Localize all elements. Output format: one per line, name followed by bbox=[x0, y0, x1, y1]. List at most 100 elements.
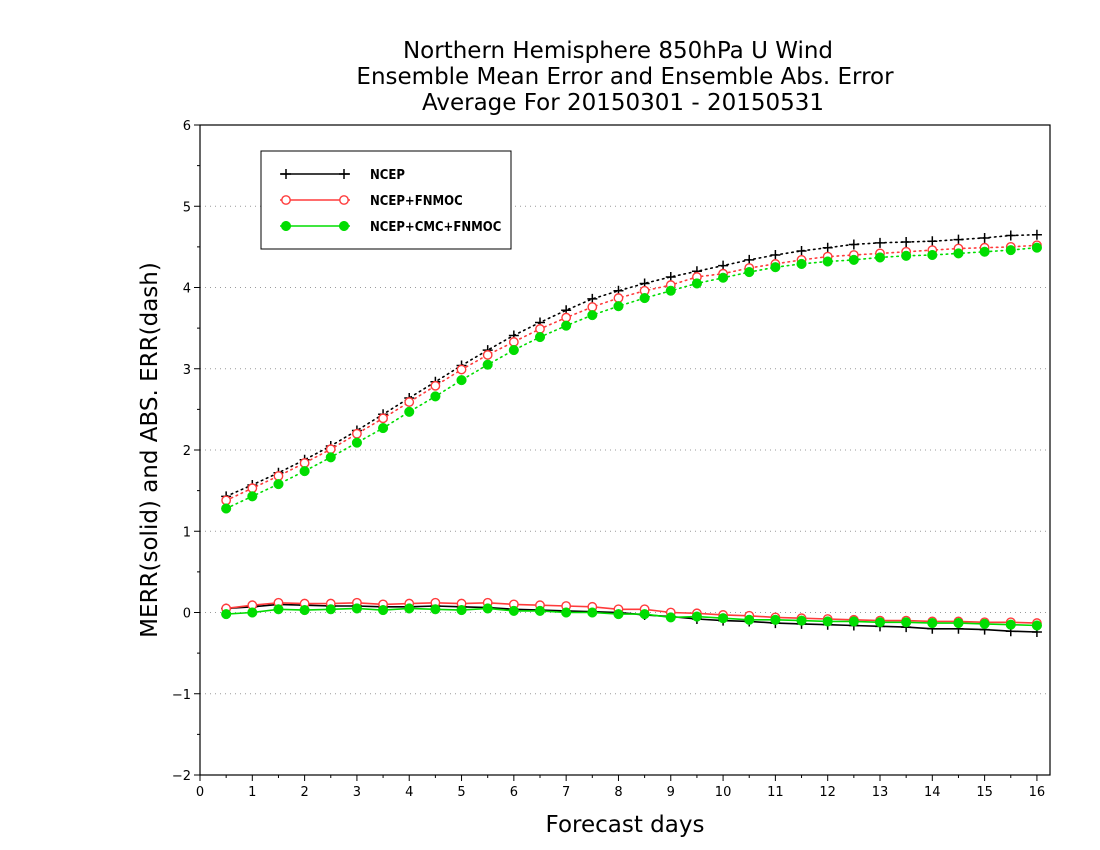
series-ncep-abs-err-point bbox=[822, 242, 833, 253]
chart-subtitle-2: Average For 20150301 - 20150531 bbox=[422, 90, 824, 116]
series-ncep-cmc-fnmoc-abs-err-point bbox=[901, 250, 912, 261]
legend-label-ncep: NCEP bbox=[370, 168, 405, 183]
series-ncep-cmc-fnmoc-mean-err-point bbox=[979, 618, 990, 629]
series-ncep-fnmoc-abs-err-point bbox=[378, 413, 388, 424]
series-ncep-abs-err-point bbox=[927, 236, 938, 247]
series-ncep-fnmoc-abs-err-point bbox=[508, 337, 519, 347]
x-tick-label: 4 bbox=[405, 785, 413, 800]
series-ncep-cmc-fnmoc-mean-err-point bbox=[665, 612, 676, 623]
y-tick-label: −2 bbox=[172, 769, 191, 784]
series-ncep-cmc-fnmoc-mean-err-point bbox=[247, 607, 258, 618]
x-tick-label: 8 bbox=[614, 785, 622, 800]
x-tick-label: 15 bbox=[976, 785, 993, 800]
series-ncep-fnmoc-abs-err-point bbox=[482, 350, 493, 360]
legend-label-ncep-cmc-fnmoc: NCEP+CMC+FNMOC bbox=[370, 220, 501, 235]
series-ncep-fnmoc-abs-err-point bbox=[273, 471, 284, 481]
series-ncep-fnmoc-abs-err-point bbox=[247, 483, 258, 494]
series-ncep-cmc-fnmoc-abs-err-point bbox=[639, 293, 650, 304]
series-ncep-cmc-fnmoc-abs-err-point bbox=[1005, 245, 1016, 256]
series-ncep-abs-err-point bbox=[875, 237, 885, 248]
x-tick-label: 9 bbox=[667, 785, 675, 800]
series-ncep-cmc-fnmoc-abs-err-point bbox=[927, 249, 938, 261]
series-ncep-fnmoc-abs-err-point bbox=[352, 428, 362, 439]
series-ncep-cmc-fnmoc-mean-err-point bbox=[874, 617, 886, 628]
series-ncep-cmc-fnmoc-mean-err-point bbox=[325, 604, 336, 615]
series-ncep-abs-err-point bbox=[1031, 229, 1042, 240]
series-ncep-cmc-fnmoc-abs-err-point bbox=[979, 246, 990, 257]
series-ncep-cmc-fnmoc-abs-err-point bbox=[665, 285, 676, 296]
series-ncep-fnmoc-abs-err-point bbox=[299, 458, 310, 468]
series-ncep-cmc-fnmoc-mean-err-point bbox=[927, 618, 938, 629]
series-ncep-fnmoc-abs-err-point bbox=[613, 293, 624, 303]
series-ncep-cmc-fnmoc-mean-err-point bbox=[691, 611, 702, 622]
series-ncep-cmc-fnmoc-mean-err-point bbox=[1031, 620, 1042, 631]
x-tick-label: 0 bbox=[196, 785, 204, 800]
y-tick-label: 0 bbox=[183, 607, 191, 622]
series-layer bbox=[221, 229, 1042, 637]
x-tick-label: 3 bbox=[353, 785, 361, 800]
series-ncep-cmc-fnmoc-abs-err-point bbox=[378, 423, 389, 434]
series-ncep-cmc-fnmoc-abs-err-point bbox=[273, 479, 284, 490]
series-ncep-cmc-fnmoc-mean-err-point bbox=[848, 616, 859, 627]
series-ncep-cmc-fnmoc-abs-err-point bbox=[561, 320, 572, 331]
x-tick-label: 14 bbox=[924, 785, 941, 800]
series-ncep-cmc-fnmoc-abs-err-point bbox=[744, 267, 755, 278]
legend-marker-ncep bbox=[339, 169, 349, 179]
series-ncep-fnmoc-abs-err-point bbox=[404, 397, 415, 407]
series-ncep-cmc-fnmoc-abs-err-point bbox=[482, 359, 493, 370]
series-ncep-cmc-fnmoc-abs-err-point bbox=[718, 272, 729, 283]
series-ncep-cmc-fnmoc-mean-err-point bbox=[901, 617, 912, 628]
series-ncep-cmc-fnmoc-abs-err-point bbox=[587, 310, 598, 321]
y-axis-label: MERR(solid) and ABS. ERR(dash) bbox=[137, 262, 163, 638]
series-ncep-fnmoc-abs-err-line bbox=[225, 244, 1038, 502]
series-ncep-cmc-fnmoc-abs-err-point bbox=[508, 345, 519, 356]
series-ncep-cmc-fnmoc-mean-err-point bbox=[430, 604, 441, 615]
series-ncep-cmc-fnmoc-mean-err-point bbox=[456, 605, 467, 616]
series-ncep-fnmoc-abs-err-point bbox=[430, 380, 441, 391]
series-ncep-fnmoc-abs-err-point bbox=[456, 364, 467, 375]
series-ncep-cmc-fnmoc-mean-err-point bbox=[1005, 619, 1016, 630]
y-tick-label: 1 bbox=[183, 525, 191, 540]
series-ncep-fnmoc-abs-err-point bbox=[561, 312, 572, 323]
series-ncep-fnmoc-abs-err-point bbox=[587, 302, 598, 312]
x-tick-label: 11 bbox=[767, 785, 784, 800]
series-ncep-cmc-fnmoc-mean-err-point bbox=[718, 613, 729, 624]
series-ncep-cmc-fnmoc-abs-err-point bbox=[874, 252, 886, 263]
y-tick-label: 6 bbox=[183, 119, 191, 134]
series-ncep-abs-err-point bbox=[1005, 230, 1016, 241]
series-ncep-abs-err-point bbox=[848, 239, 859, 250]
series-ncep-cmc-fnmoc-mean-err-point bbox=[273, 604, 284, 615]
series-ncep-abs-err-point bbox=[796, 245, 807, 256]
series-ncep-cmc-fnmoc-abs-err-point bbox=[351, 437, 362, 448]
series-ncep-cmc-fnmoc-abs-err-point bbox=[822, 256, 833, 267]
series-ncep-cmc-fnmoc-abs-err-point bbox=[534, 332, 546, 343]
y-tick-label: 4 bbox=[183, 282, 191, 297]
series-ncep-cmc-fnmoc-abs-err-point bbox=[1031, 242, 1042, 253]
legend-marker-ncep-cmc-fnmoc bbox=[338, 220, 350, 232]
series-ncep-cmc-fnmoc-mean-err-point bbox=[822, 616, 833, 627]
series-ncep-cmc-fnmoc-abs-err-point bbox=[247, 491, 258, 502]
series-ncep-cmc-fnmoc-mean-err-point bbox=[299, 605, 310, 616]
x-tick-label: 16 bbox=[1029, 785, 1046, 800]
series-ncep-cmc-fnmoc-mean-err-point bbox=[587, 607, 598, 618]
y-tick-label: 5 bbox=[183, 200, 191, 215]
series-ncep-cmc-fnmoc-mean-err-point bbox=[639, 609, 650, 620]
legend-marker-ncep-fnmoc bbox=[339, 195, 349, 205]
series-ncep-cmc-fnmoc-abs-err-point bbox=[796, 258, 807, 269]
y-tick-label: −1 bbox=[172, 688, 191, 703]
legend-label-ncep-fnmoc: NCEP+FNMOC bbox=[370, 194, 463, 209]
series-ncep-fnmoc-abs-err-point bbox=[535, 324, 545, 334]
series-ncep-cmc-fnmoc-mean-err-point bbox=[404, 603, 415, 614]
y-tick-label: 3 bbox=[183, 363, 191, 378]
series-ncep-abs-err-line bbox=[225, 233, 1038, 498]
series-ncep-cmc-fnmoc-mean-err-point bbox=[508, 605, 519, 616]
legend-marker-ncep-fnmoc bbox=[281, 195, 291, 205]
x-tick-label: 5 bbox=[457, 785, 465, 800]
chart-subtitle: Ensemble Mean Error and Ensemble Abs. Er… bbox=[356, 64, 894, 90]
series-ncep-cmc-fnmoc-mean-err-point bbox=[351, 603, 362, 614]
legend: NCEP NCEP+FNMOC NCEP+CMC+FNMOC bbox=[260, 150, 512, 250]
series-ncep-cmc-fnmoc-mean-err-point bbox=[378, 605, 389, 616]
series-ncep-cmc-fnmoc-abs-err-point bbox=[221, 503, 232, 514]
